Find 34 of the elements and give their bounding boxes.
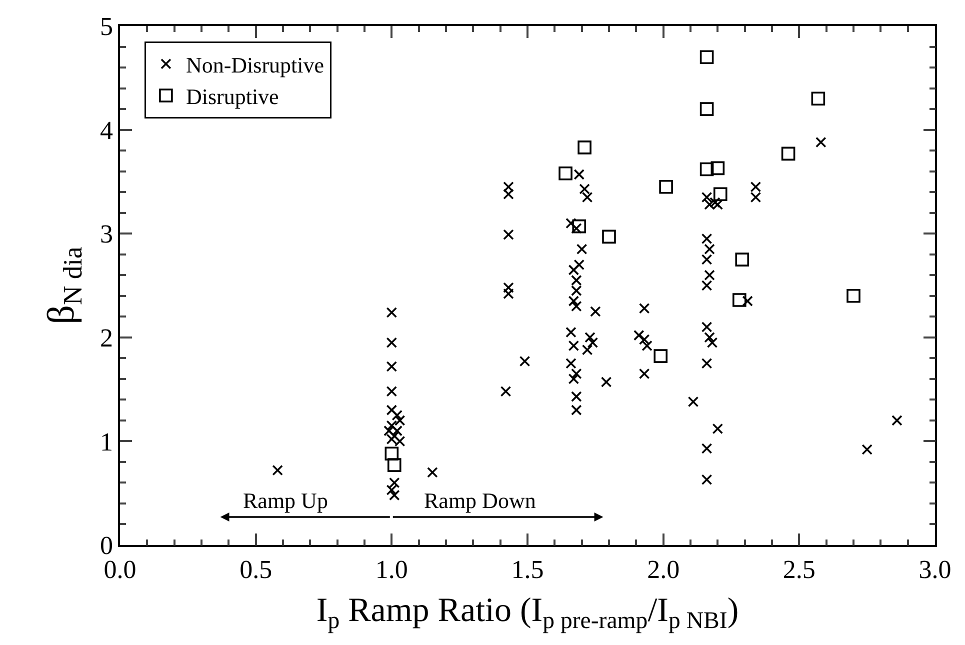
point [659, 180, 673, 194]
point [654, 349, 668, 363]
annotation: Ramp Down [424, 488, 536, 513]
y-tick-label: 3 [100, 220, 114, 249]
legend-label: Non-Disruptive [186, 52, 324, 78]
point [811, 92, 826, 106]
x-tick-label: 3.0 [918, 554, 952, 584]
point [700, 162, 714, 176]
x-tick-label: 1.0 [375, 554, 408, 584]
x-tick-label: 2.0 [647, 554, 680, 584]
point [710, 161, 725, 176]
x-tick-label: 1.5 [511, 554, 544, 584]
y-tick-label: 1 [100, 427, 114, 456]
point [602, 230, 616, 244]
point [384, 446, 399, 461]
point [578, 140, 592, 154]
x-axis-title: I$_{p}$ Ramp Ratio (I$_{p pre-ramp}$/I$_{p NBI}$) [316, 592, 739, 634]
point [700, 50, 714, 64]
point [572, 219, 586, 234]
point [732, 293, 746, 307]
point [387, 458, 402, 472]
point [735, 252, 750, 266]
point [558, 166, 572, 180]
y-tick-label: 5 [100, 12, 114, 42]
point [700, 102, 714, 116]
annotation: Ramp Up [243, 488, 328, 513]
legend-label: Disruptive [186, 84, 279, 110]
point [713, 187, 728, 202]
x-tick-label: 2.5 [782, 554, 816, 584]
y-tick-label: 4 [100, 116, 114, 145]
point [846, 288, 860, 303]
y-tick-label: 2 [100, 324, 114, 352]
point [781, 146, 796, 161]
x-tick-label: 0.5 [240, 554, 272, 584]
